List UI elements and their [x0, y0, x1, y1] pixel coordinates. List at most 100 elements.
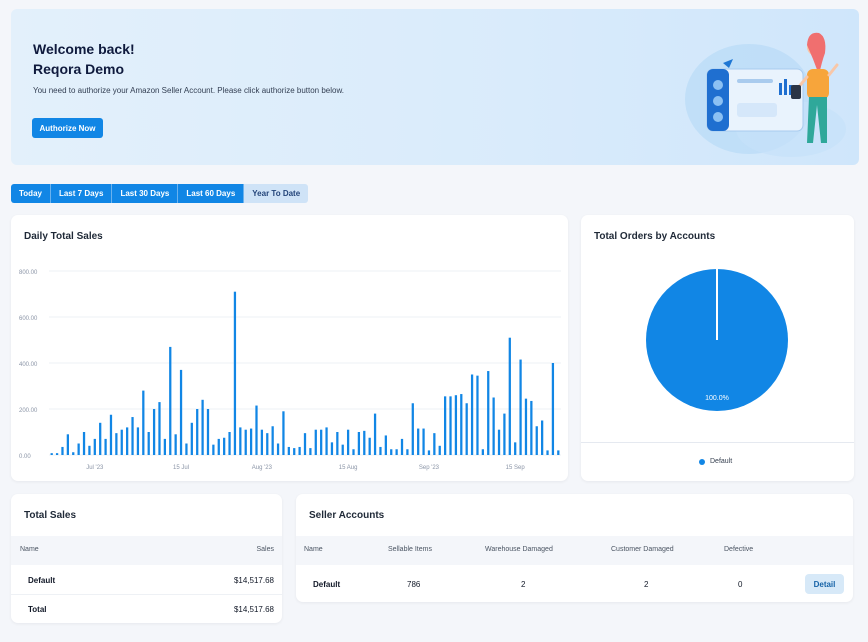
sales-bar[interactable]	[201, 399, 204, 455]
sales-bar[interactable]	[433, 433, 436, 455]
sales-bar[interactable]	[50, 453, 53, 455]
sales-bar[interactable]	[320, 429, 323, 455]
sales-bar[interactable]	[465, 403, 468, 455]
sales-bar[interactable]	[357, 432, 361, 455]
sales-bar[interactable]	[449, 396, 452, 455]
sales-bar[interactable]	[282, 411, 285, 455]
sales-bar[interactable]	[470, 374, 474, 456]
sales-bar[interactable]	[271, 426, 274, 455]
pie-legend[interactable]: Default	[699, 458, 732, 465]
sales-bar[interactable]	[174, 434, 177, 455]
sales-bar[interactable]	[551, 363, 555, 455]
sales-bar[interactable]	[93, 438, 96, 455]
sales-bar[interactable]	[179, 369, 183, 455]
sales-bar[interactable]	[487, 371, 490, 455]
sales-bar[interactable]	[82, 432, 86, 455]
sales-bar[interactable]	[287, 446, 290, 455]
sales-bar[interactable]	[72, 452, 75, 455]
sales-bar[interactable]	[152, 409, 156, 455]
sales-bar[interactable]	[368, 437, 371, 455]
sales-bar[interactable]	[514, 442, 517, 455]
sales-bar[interactable]	[427, 450, 431, 455]
sales-bar[interactable]	[158, 402, 161, 455]
sales-bar[interactable]	[406, 449, 409, 455]
sales-bar[interactable]	[422, 428, 425, 455]
sales-bar[interactable]	[233, 291, 237, 455]
sales-bar[interactable]	[481, 449, 484, 455]
sales-bar[interactable]	[325, 427, 328, 455]
sales-bar[interactable]	[309, 448, 312, 455]
sales-bar[interactable]	[503, 413, 506, 455]
date-range-last-30-days[interactable]: Last 30 Days	[112, 184, 179, 203]
sales-bar[interactable]	[77, 443, 80, 456]
sales-bar[interactable]	[217, 438, 220, 455]
date-range-last-60-days[interactable]: Last 60 Days	[178, 184, 245, 203]
sales-bar[interactable]	[373, 413, 377, 455]
sales-bar[interactable]	[255, 405, 258, 455]
sales-bar[interactable]	[293, 448, 296, 455]
sales-bar[interactable]	[535, 426, 538, 455]
sales-bar[interactable]	[336, 432, 339, 455]
detail-button[interactable]: Detail	[805, 574, 844, 594]
sales-bar[interactable]	[136, 427, 140, 455]
sales-bar[interactable]	[99, 422, 102, 455]
sales-bar[interactable]	[363, 430, 366, 455]
sales-bar[interactable]	[276, 443, 280, 456]
sales-bar[interactable]	[524, 398, 528, 455]
sales-bar[interactable]	[196, 409, 199, 455]
sales-bar[interactable]	[390, 449, 393, 455]
sales-bar[interactable]	[249, 428, 253, 455]
sales-bar[interactable]	[460, 394, 463, 455]
sales-bar[interactable]	[147, 432, 150, 455]
sales-bar[interactable]	[476, 375, 479, 455]
sales-bar[interactable]	[438, 445, 441, 455]
sales-bar[interactable]	[55, 453, 59, 455]
sales-bar[interactable]	[417, 428, 420, 455]
sales-bar[interactable]	[104, 438, 107, 455]
sales-bar[interactable]	[314, 429, 317, 455]
sales-bar[interactable]	[142, 390, 145, 455]
date-range-year-to-date[interactable]: Year To Date	[244, 184, 309, 203]
sales-bar[interactable]	[115, 433, 118, 455]
date-range-today[interactable]: Today	[11, 184, 51, 203]
sales-bar[interactable]	[346, 429, 350, 455]
sales-bar[interactable]	[508, 337, 511, 455]
sales-bar[interactable]	[266, 433, 269, 455]
sales-bar[interactable]	[443, 396, 447, 455]
sales-bar[interactable]	[384, 435, 387, 455]
sales-bar[interactable]	[88, 445, 91, 455]
sales-bar[interactable]	[190, 422, 193, 455]
sales-bar[interactable]	[411, 403, 414, 455]
sales-bar[interactable]	[497, 429, 501, 455]
sales-bar[interactable]	[120, 429, 123, 455]
sales-bar[interactable]	[379, 446, 382, 455]
sales-bar[interactable]	[260, 429, 264, 455]
sales-bar[interactable]	[519, 359, 522, 455]
sales-bar[interactable]	[163, 438, 167, 455]
sales-bar[interactable]	[131, 417, 134, 455]
sales-bar[interactable]	[66, 434, 69, 455]
sales-bar[interactable]	[109, 414, 113, 455]
sales-bar[interactable]	[185, 443, 188, 456]
sales-bar[interactable]	[244, 429, 247, 455]
sales-bar[interactable]	[126, 427, 129, 455]
sales-bar[interactable]	[303, 433, 307, 455]
sales-bar[interactable]	[330, 442, 334, 455]
sales-bar[interactable]	[206, 409, 210, 455]
sales-bar[interactable]	[546, 450, 549, 455]
authorize-button[interactable]: Authorize Now	[32, 118, 103, 138]
sales-bar[interactable]	[400, 438, 404, 455]
sales-bar[interactable]	[341, 444, 344, 455]
sales-bar[interactable]	[492, 397, 495, 456]
sales-bar[interactable]	[352, 449, 355, 455]
sales-bar[interactable]	[223, 437, 226, 455]
sales-bar[interactable]	[530, 400, 533, 455]
sales-bar[interactable]	[395, 449, 398, 455]
sales-bar[interactable]	[298, 446, 301, 455]
sales-bar[interactable]	[454, 395, 458, 455]
sales-bar[interactable]	[557, 450, 560, 455]
sales-bar[interactable]	[169, 346, 172, 455]
sales-bar[interactable]	[212, 444, 215, 455]
sales-bar[interactable]	[541, 420, 544, 456]
sales-bar[interactable]	[239, 427, 242, 455]
